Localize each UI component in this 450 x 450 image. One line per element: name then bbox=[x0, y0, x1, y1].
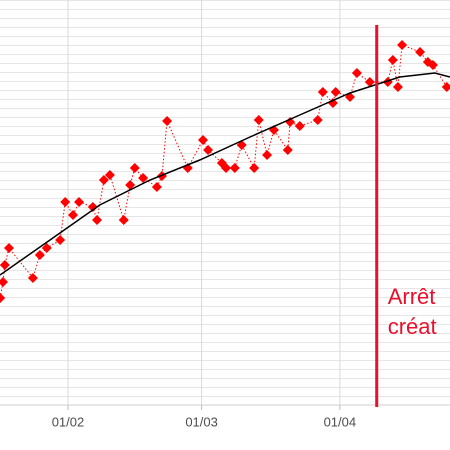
annotation: créat bbox=[388, 314, 437, 339]
data-point bbox=[285, 117, 296, 127]
data-point bbox=[327, 98, 338, 108]
x-tick-label: 01/03 bbox=[185, 414, 218, 429]
x-tick-label: 01/02 bbox=[52, 414, 85, 429]
data-point bbox=[221, 163, 232, 173]
data-point bbox=[427, 60, 438, 70]
data-point bbox=[0, 260, 10, 270]
data-point bbox=[55, 235, 66, 245]
data-point bbox=[294, 121, 305, 131]
x-tick-label: 01/04 bbox=[324, 414, 357, 429]
data-point bbox=[74, 197, 85, 207]
data-point bbox=[397, 40, 408, 50]
data-point bbox=[415, 47, 426, 57]
data-point bbox=[92, 215, 103, 225]
data-point bbox=[197, 135, 208, 145]
data-point bbox=[253, 115, 264, 125]
data-point bbox=[262, 150, 273, 160]
data-point bbox=[351, 68, 362, 78]
data-point bbox=[118, 215, 129, 225]
data-point bbox=[104, 170, 115, 180]
data-point bbox=[60, 197, 71, 207]
data-point bbox=[125, 180, 136, 190]
data-point bbox=[203, 145, 214, 155]
data-point bbox=[98, 175, 109, 185]
data-point bbox=[282, 145, 293, 155]
data-point bbox=[0, 293, 6, 303]
data-point bbox=[392, 82, 403, 92]
series-line bbox=[0, 72, 450, 276]
data-point bbox=[249, 163, 260, 173]
data-point bbox=[229, 163, 240, 173]
data-point bbox=[3, 243, 14, 253]
data-point bbox=[151, 182, 162, 192]
data-point bbox=[364, 77, 375, 87]
data-point bbox=[129, 163, 140, 173]
annotation: Arrêt bbox=[388, 284, 436, 309]
data-point bbox=[68, 210, 79, 220]
data-point bbox=[27, 273, 38, 283]
data-point bbox=[162, 116, 173, 126]
data-point bbox=[87, 202, 98, 212]
data-point bbox=[41, 243, 52, 253]
data-point bbox=[441, 82, 450, 92]
data-point bbox=[34, 250, 45, 260]
data-point bbox=[330, 87, 341, 97]
series-line bbox=[0, 44, 448, 299]
data-point bbox=[317, 87, 328, 97]
data-point bbox=[387, 55, 398, 65]
data-point bbox=[138, 173, 149, 183]
data-point bbox=[312, 115, 323, 125]
data-point bbox=[0, 277, 8, 287]
